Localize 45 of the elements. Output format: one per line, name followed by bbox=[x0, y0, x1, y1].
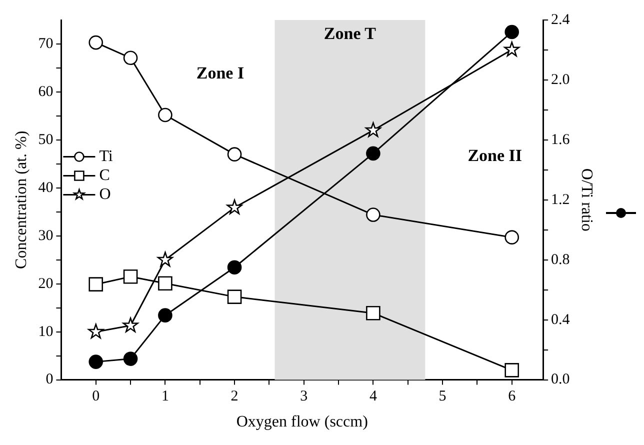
y-tick-label: 40 bbox=[38, 180, 54, 196]
annotation: Zone II bbox=[468, 146, 522, 166]
point bbox=[366, 146, 380, 161]
y2-tick-label: 2.0 bbox=[551, 72, 570, 88]
legend-label: O bbox=[99, 186, 111, 203]
y-tick-label: 20 bbox=[38, 276, 54, 292]
y2-tick-label: 1.2 bbox=[551, 192, 570, 208]
x-tick-label: 0 bbox=[92, 388, 100, 405]
y-tick-label: 70 bbox=[38, 36, 54, 52]
y-tick-label: 60 bbox=[38, 84, 54, 100]
point bbox=[504, 42, 520, 56]
point bbox=[158, 308, 172, 322]
y2-tick-label: 0.4 bbox=[551, 312, 570, 328]
point bbox=[88, 324, 104, 339]
y2-tick-label: 1.6 bbox=[551, 132, 570, 148]
x-tick-label: 5 bbox=[438, 388, 446, 405]
y2-tick-label: 0.8 bbox=[551, 252, 570, 268]
point bbox=[123, 352, 138, 366]
y-axis-title: Concentration (at. %) bbox=[12, 130, 30, 269]
point bbox=[365, 122, 381, 138]
point bbox=[88, 354, 104, 369]
point bbox=[504, 24, 519, 40]
x-axis-title: Oxygen flow (sccm) bbox=[236, 414, 368, 431]
y-tick-label: 30 bbox=[38, 228, 54, 244]
y-tick-label: 50 bbox=[38, 132, 54, 148]
band-label: Zone T bbox=[324, 24, 377, 43]
x-tick-label: 6 bbox=[508, 388, 516, 405]
point bbox=[366, 208, 380, 222]
y-tick-label: 10 bbox=[38, 324, 54, 340]
x-tick-label: 3 bbox=[300, 388, 308, 405]
y2-tick-label: 2.4 bbox=[551, 12, 570, 28]
y2-tick-label: 0.0 bbox=[551, 372, 570, 388]
point bbox=[227, 260, 242, 275]
legend-label: Ti bbox=[99, 148, 114, 165]
point bbox=[157, 252, 173, 267]
point bbox=[226, 199, 242, 214]
y-tick-label: 0 bbox=[46, 372, 54, 388]
y2-axis-title: O/Ti ratio bbox=[578, 168, 596, 232]
x-tick-label: 4 bbox=[369, 388, 378, 405]
annotation: Zone I bbox=[196, 63, 244, 82]
point bbox=[366, 306, 380, 320]
legend-label: C bbox=[99, 166, 110, 184]
x-tick-label: 2 bbox=[230, 388, 238, 405]
point bbox=[122, 317, 138, 332]
x-tick-label: 1 bbox=[161, 388, 169, 405]
